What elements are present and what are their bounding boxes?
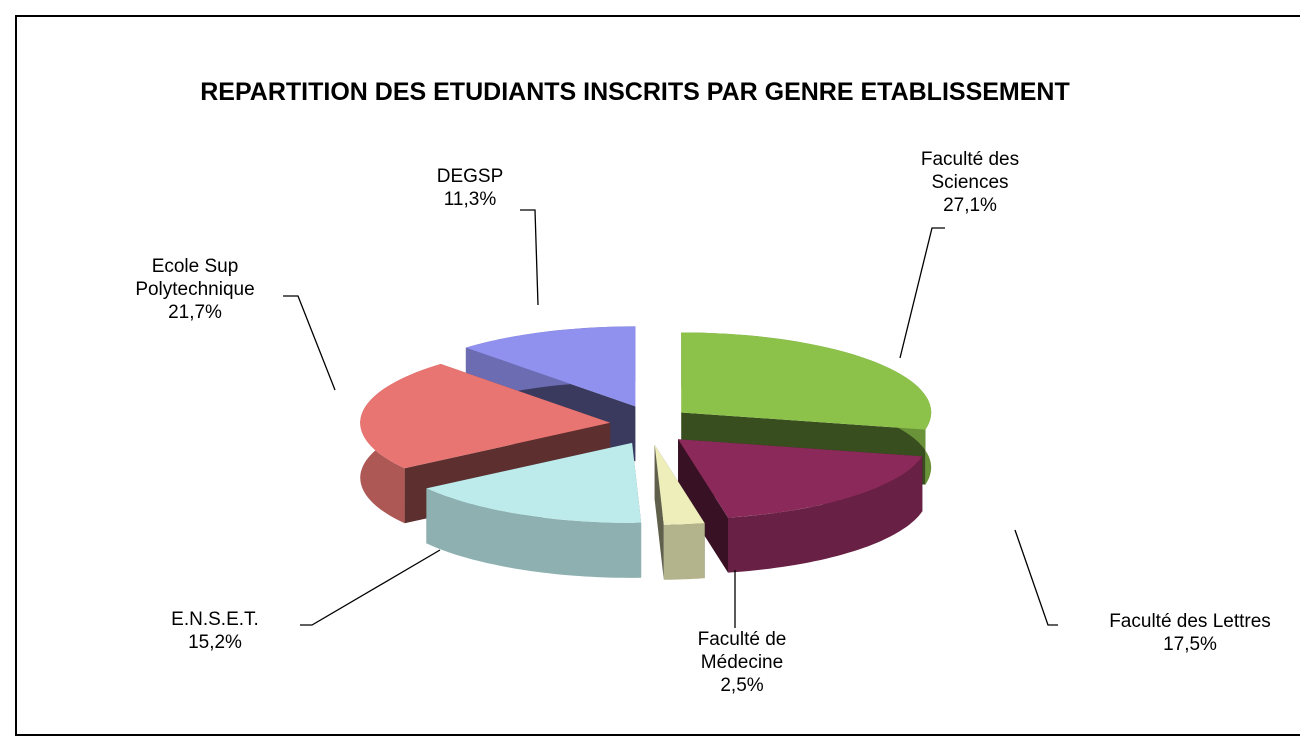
category-label: Ecole Sup Polytechnique — [135, 256, 255, 300]
value-label: 27,1% — [943, 195, 997, 216]
leader-line — [520, 209, 539, 306]
leader-line — [1014, 529, 1058, 626]
value-label: 2,5% — [720, 675, 764, 696]
slice — [360, 364, 611, 469]
data-label: Ecole Sup Polytechnique 21,7% — [110, 255, 280, 324]
slice-side — [426, 488, 642, 578]
leader-line — [300, 549, 441, 626]
value-label: 15,2% — [188, 632, 242, 653]
category-label: Faculté de Médecine — [697, 629, 787, 673]
data-label: Faculté des Lettres 17,5% — [1070, 610, 1300, 656]
slice-face — [654, 444, 664, 580]
category-label: DEGSP — [436, 166, 504, 187]
value-label: 11,3% — [443, 189, 497, 210]
value-label: 17,5% — [1163, 634, 1217, 655]
slice-face — [678, 439, 728, 573]
category-label: Faculté des Lettres — [1109, 611, 1271, 632]
chart-title: REPARTITION DES ETUDIANTS INSCRITS PAR G… — [0, 76, 1270, 108]
slice-side — [663, 523, 705, 580]
data-label: DEGSP 11,3% — [410, 165, 530, 211]
slice — [681, 332, 932, 430]
slice — [426, 442, 642, 523]
slice — [465, 326, 636, 407]
data-label: E.N.S.E.T. 15,2% — [135, 608, 295, 654]
data-label: Faculté de Médecine 2,5% — [682, 628, 802, 697]
category-label: E.N.S.E.T. — [171, 609, 259, 630]
data-label: Faculté des Sciences 27,1% — [890, 148, 1050, 217]
leader-line — [899, 227, 945, 359]
value-label: 21,7% — [168, 302, 222, 323]
slice-side — [728, 456, 923, 573]
slice — [654, 444, 705, 525]
title-text: REPARTITION DES ETUDIANTS INSCRITS PAR G… — [200, 78, 1070, 106]
frame — [15, 15, 1300, 736]
category-label: Faculté des Sciences — [920, 149, 1020, 193]
leader-line — [283, 295, 336, 391]
slice — [678, 439, 923, 518]
